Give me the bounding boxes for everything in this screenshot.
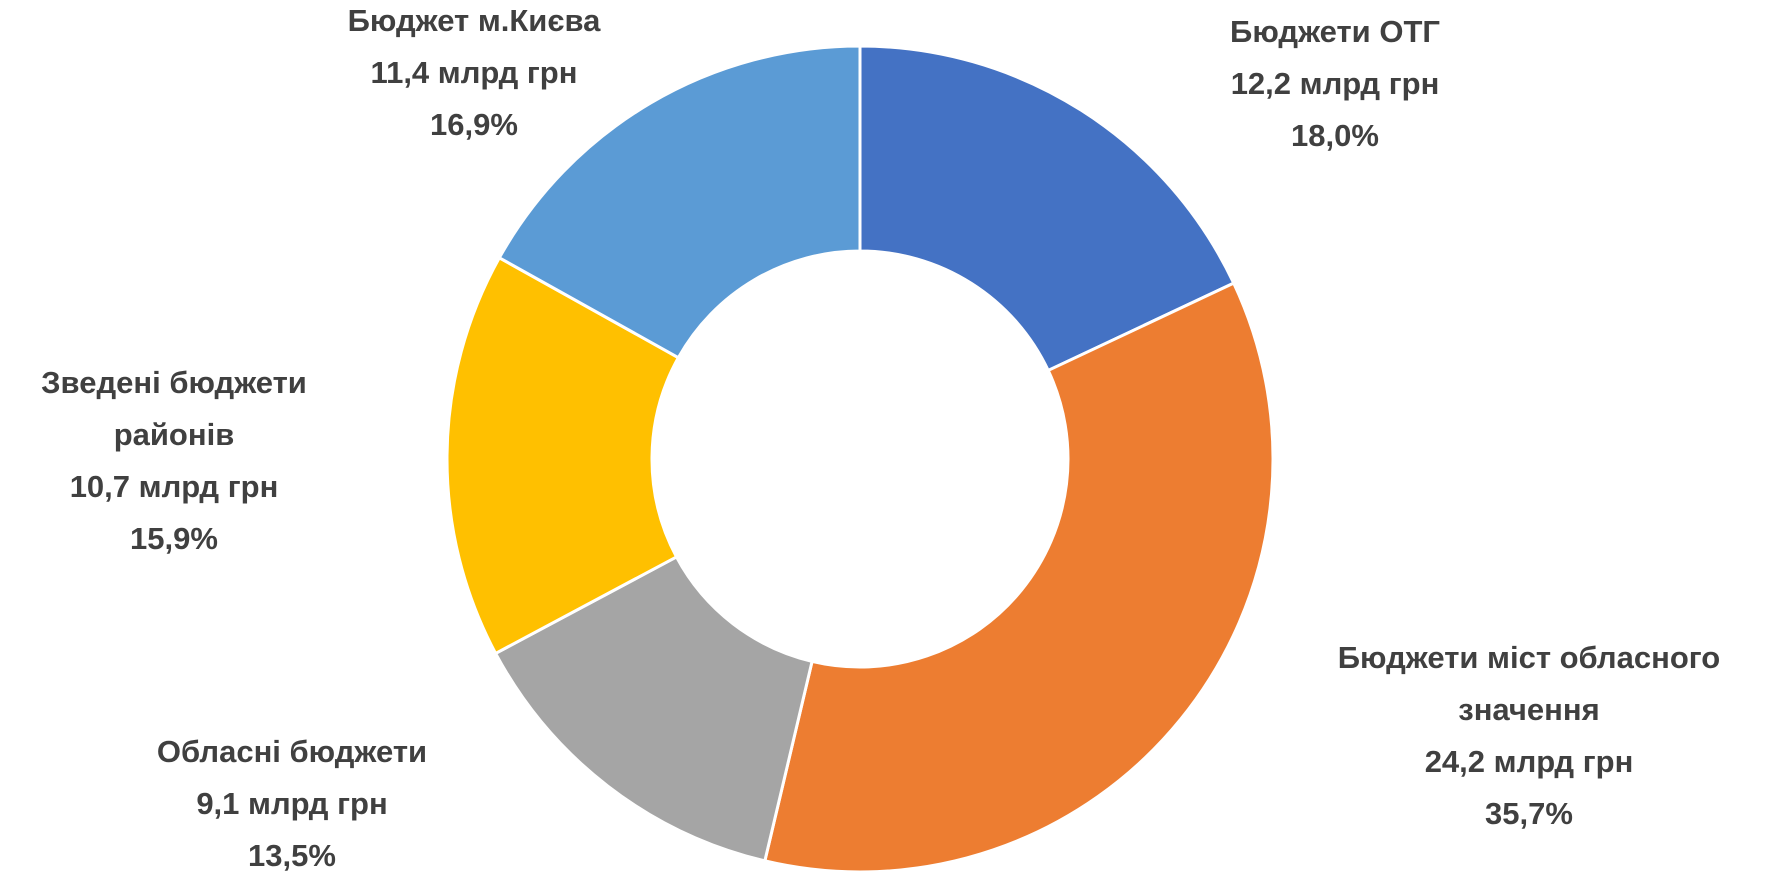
category-label: Бюджет м.Києва bbox=[347, 3, 601, 38]
donut-slice bbox=[445, 255, 681, 656]
data-label: Бюджети міст обласного значення 24,2 млрд… bbox=[1294, 632, 1764, 840]
amount-label: 9,1 млрд грн bbox=[196, 786, 388, 821]
category-label: Бюджети ОТГ bbox=[1230, 14, 1440, 49]
donut-slice bbox=[858, 44, 1236, 373]
amount-label: 11,4 млрд грн bbox=[370, 55, 578, 90]
donut-slice bbox=[497, 44, 862, 360]
category-label: Бюджети міст обласного значення bbox=[1337, 640, 1721, 727]
percent-label: 13,5% bbox=[248, 838, 336, 873]
category-label: Зведені бюджети районів bbox=[41, 365, 307, 452]
data-label: Бюджет м.Києва 11,4 млрд грн 16,9% bbox=[274, 0, 674, 151]
donut-slice bbox=[493, 554, 814, 863]
percent-label: 35,7% bbox=[1485, 796, 1573, 831]
amount-label: 12,2 млрд грн bbox=[1230, 66, 1440, 101]
percent-label: 16,9% bbox=[430, 107, 518, 142]
data-label: Зведені бюджети районів 10,7 млрд грн 15,9… bbox=[4, 357, 344, 565]
percent-label: 18,0% bbox=[1291, 118, 1379, 153]
amount-label: 10,7 млрд грн bbox=[69, 469, 279, 504]
data-label: Обласні бюджети 9,1 млрд грн 13,5% bbox=[92, 726, 492, 875]
donut-slice bbox=[763, 281, 1275, 874]
category-label: Обласні бюджети bbox=[156, 734, 428, 769]
percent-label: 15,9% bbox=[130, 521, 218, 556]
data-label: Бюджети ОТГ 12,2 млрд грн 18,0% bbox=[1085, 6, 1585, 162]
amount-label: 24,2 млрд грн bbox=[1424, 744, 1634, 779]
